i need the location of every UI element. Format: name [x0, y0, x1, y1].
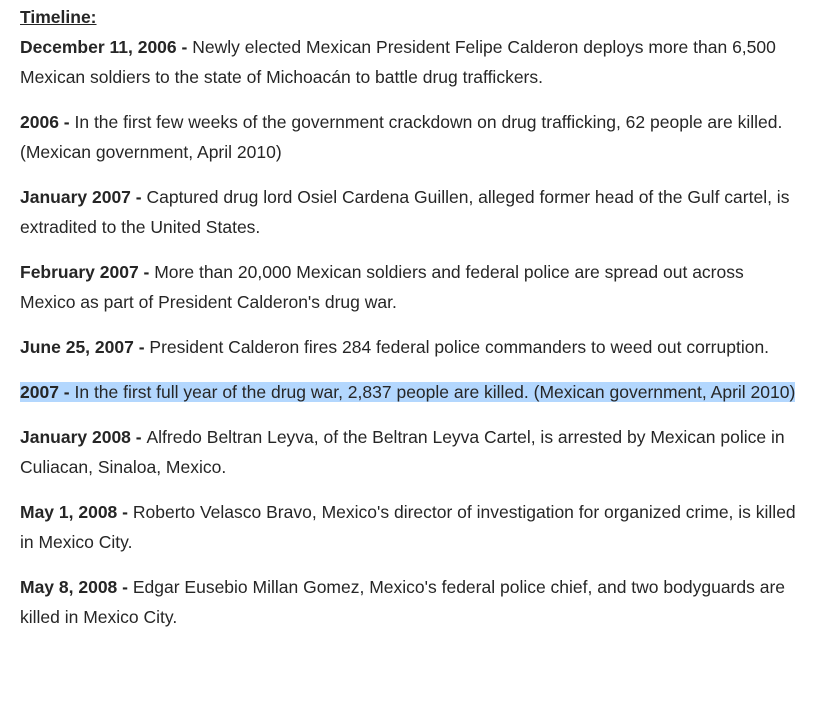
entry-date: January 2008 -: [20, 427, 147, 447]
entry-date: February 2007 -: [20, 262, 155, 282]
timeline-entry: June 25, 2007 - President Calderon fires…: [20, 332, 801, 362]
timeline-entry: January 2007 - Captured drug lord Osiel …: [20, 182, 801, 242]
entry-text: Alfredo Beltran Leyva, of the Beltran Le…: [20, 427, 785, 477]
entry-date: December 11, 2006 -: [20, 37, 193, 57]
entry-date: May 1, 2008 -: [20, 502, 133, 522]
entry-text: Newly elected Mexican President Felipe C…: [20, 37, 776, 87]
timeline-entry: 2006 - In the first few weeks of the gov…: [20, 107, 801, 167]
entry-date: January 2007 -: [20, 187, 147, 207]
timeline-entry: May 8, 2008 - Edgar Eusebio Millan Gomez…: [20, 572, 801, 632]
entry-text: In the first few weeks of the government…: [20, 112, 783, 162]
timeline-entry: December 11, 2006 - Newly elected Mexica…: [20, 32, 801, 92]
entry-text: Captured drug lord Osiel Cardena Guillen…: [20, 187, 790, 237]
timeline-entry-selected: 2007 - In the first full year of the dru…: [20, 377, 801, 407]
entry-text: In the first full year of the drug war, …: [74, 382, 796, 402]
entry-text: Edgar Eusebio Millan Gomez, Mexico's fed…: [20, 577, 786, 627]
timeline-entry: February 2007 - More than 20,000 Mexican…: [20, 257, 801, 317]
timeline-entry: January 2008 - Alfredo Beltran Leyva, of…: [20, 422, 801, 482]
timeline-entry: May 1, 2008 - Roberto Velasco Bravo, Mex…: [20, 497, 801, 557]
entry-date: June 25, 2007 -: [20, 337, 150, 357]
entry-text: More than 20,000 Mexican soldiers and fe…: [20, 262, 744, 312]
entry-date: 2007 -: [20, 382, 75, 402]
entry-text: Roberto Velasco Bravo, Mexico's director…: [20, 502, 796, 552]
entry-text: President Calderon fires 284 federal pol…: [149, 337, 770, 357]
entry-date: 2006 -: [20, 112, 75, 132]
entry-date: May 8, 2008 -: [20, 577, 133, 597]
timeline-heading: Timeline:: [20, 7, 97, 27]
